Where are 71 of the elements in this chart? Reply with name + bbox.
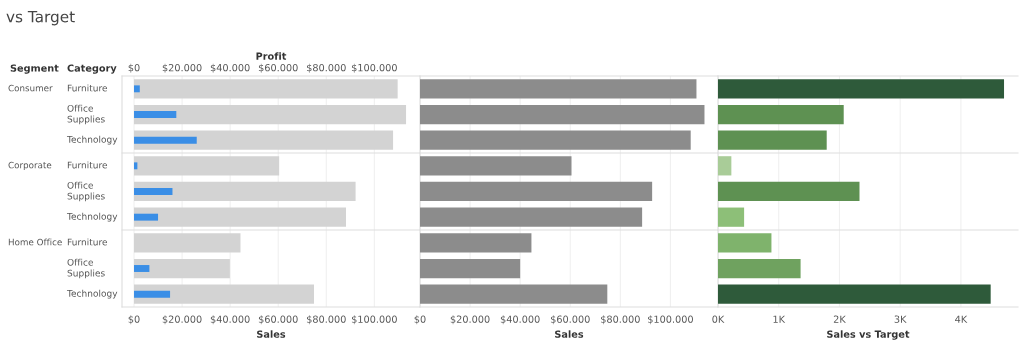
- y-tick-label: Technology: [66, 289, 118, 299]
- bar: [420, 130, 691, 150]
- bar: [134, 181, 356, 202]
- x-tick-label: $40.000: [500, 315, 540, 325]
- bar: [718, 130, 827, 150]
- y-tick-label: Office Supplies: [67, 181, 105, 202]
- x-tick-label: 1K: [773, 315, 786, 323]
- x-tick-label: 2K: [833, 315, 846, 323]
- bar: [718, 181, 860, 202]
- bar: [134, 79, 398, 99]
- bar: [134, 136, 197, 144]
- text: Home Office: [8, 238, 62, 246]
- x-tick-label: 4K: [955, 315, 968, 323]
- y-tick-label: Furniture: [67, 84, 108, 92]
- bar: [134, 130, 394, 150]
- text: Consumer: [8, 84, 53, 92]
- y-tick-label: Technology: [66, 212, 118, 222]
- chart-title: vs Target: [6, 11, 75, 26]
- bar: [420, 104, 705, 125]
- bar: [134, 85, 140, 93]
- bar: [718, 104, 844, 125]
- bar: [134, 188, 173, 195]
- bar: [420, 233, 532, 253]
- x2-axis-title: Profit: [256, 52, 287, 60]
- x-tick-label: $20.000: [450, 315, 490, 325]
- x-tick-label: $60.000: [258, 63, 298, 73]
- y-tick-label: Furniture: [67, 161, 108, 169]
- bar: [134, 284, 315, 304]
- bar: [420, 181, 653, 202]
- y-tick-label: Office Supplies: [67, 104, 105, 125]
- bar: [134, 111, 177, 118]
- x-tick-label: $100.000: [351, 63, 397, 73]
- bar: [718, 284, 991, 304]
- bar: [134, 104, 407, 125]
- x-tick-label: 0K: [712, 315, 725, 323]
- x-tick-label: $100.000: [648, 315, 693, 325]
- bar: [420, 79, 697, 99]
- bar: [420, 284, 608, 304]
- bar: [420, 258, 521, 279]
- bar: [134, 290, 171, 298]
- bar: [134, 162, 138, 170]
- x-axis-title: Sales: [257, 330, 286, 338]
- bar: [134, 213, 159, 221]
- x-axis-title: Sales vs Target: [827, 330, 910, 340]
- y-tick-label: Office Supplies: [67, 258, 105, 279]
- x-tick-label: $80.000: [601, 315, 640, 325]
- bar: [134, 207, 346, 227]
- bar: [718, 156, 732, 176]
- x-tick-label: $20.000: [162, 63, 202, 73]
- bar: [134, 156, 280, 176]
- x-tick-label: $40.000: [210, 63, 250, 73]
- text: Corporate: [8, 161, 52, 171]
- y-tick-label: Furniture: [67, 238, 108, 246]
- y-tick-label: Technology: [66, 135, 118, 145]
- bar: [134, 233, 241, 253]
- bar: [718, 207, 745, 227]
- x-tick-label: 3K: [894, 315, 907, 323]
- x-tick-label: $0: [128, 63, 140, 73]
- bar: [718, 79, 1005, 99]
- x-tick-label: $60.000: [550, 315, 590, 325]
- x-axis-title: Sales: [555, 330, 584, 338]
- bar: [420, 207, 643, 227]
- text: Segment: [10, 64, 59, 74]
- bar: [420, 156, 572, 176]
- bar: [134, 258, 230, 279]
- x-tick-label: $0: [414, 315, 426, 325]
- bar: [718, 233, 772, 253]
- x-tick-label: $80.000: [306, 63, 346, 73]
- bar: [718, 258, 801, 279]
- bar: [134, 265, 150, 272]
- y-axis-title: Category: [67, 64, 117, 74]
